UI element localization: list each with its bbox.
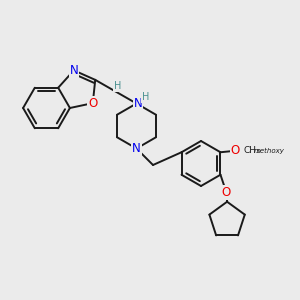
Text: N: N [132,142,141,155]
Text: O: O [88,97,98,110]
Text: methoxy: methoxy [254,148,285,154]
Text: N: N [70,64,78,77]
Text: CH₃: CH₃ [244,146,260,155]
Text: O: O [222,186,231,199]
Text: O: O [231,144,240,157]
Text: N: N [134,97,142,110]
Text: H: H [142,92,149,102]
Text: H: H [114,81,121,91]
